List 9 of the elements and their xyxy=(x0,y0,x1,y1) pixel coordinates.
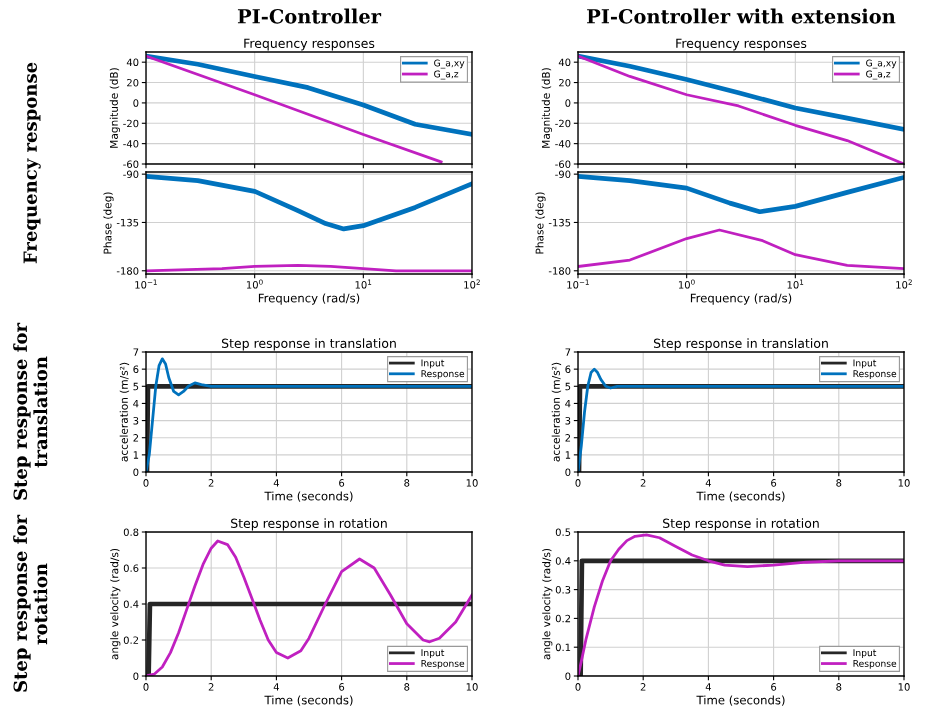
line-series xyxy=(578,533,904,676)
line-series xyxy=(578,54,904,164)
text: Frequency response xyxy=(23,62,41,264)
line-series xyxy=(146,539,472,676)
text: PI-Controller xyxy=(237,8,382,24)
line-series xyxy=(146,357,472,472)
text: Step response for translation xyxy=(13,322,48,500)
text: PI-Controller with extension xyxy=(587,8,896,24)
text: Step response for rotation xyxy=(13,514,48,692)
